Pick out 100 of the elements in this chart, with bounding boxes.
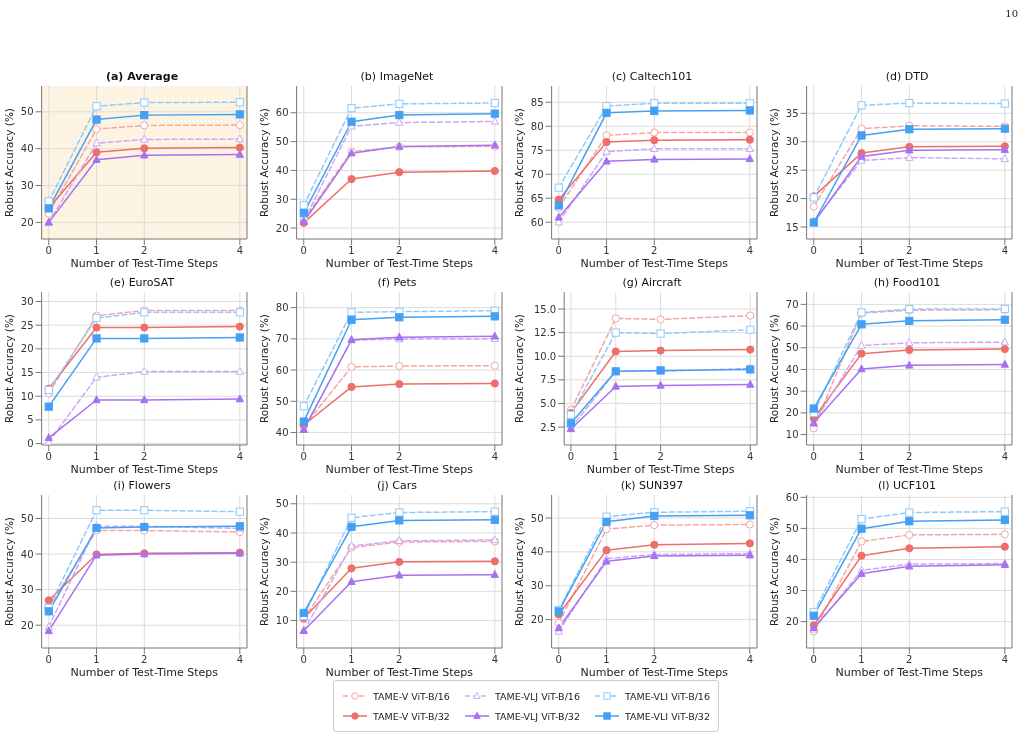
- y-axis-title: Robust Accuracy (%): [513, 314, 525, 423]
- x-tick-label: 1: [858, 654, 865, 666]
- x-tick-label: 4: [747, 451, 754, 463]
- x-tick-label: 1: [93, 245, 100, 257]
- x-tick-label: 0: [810, 654, 817, 666]
- x-tick-label: 1: [93, 654, 100, 666]
- x-tick-label: 1: [603, 245, 610, 257]
- x-axis-title: Number of Test-Time Steps: [70, 463, 219, 476]
- y-tick-label: 10.0: [533, 350, 557, 362]
- y-tick-label: 50: [530, 512, 544, 524]
- chart-title: (d) DTD: [884, 70, 930, 84]
- y-axis-title: Robust Accuracy (%): [3, 314, 15, 423]
- x-tick-label: 4: [746, 654, 754, 666]
- y-tick-label: 20: [275, 585, 289, 597]
- y-tick-label: 25: [785, 164, 799, 176]
- legend-label: TAME-VLI ViT-B/32: [624, 710, 710, 722]
- x-tick-label: 1: [858, 245, 865, 257]
- x-tick-label: 4: [746, 245, 754, 257]
- y-axis-title: Robust Accuracy (%): [513, 108, 525, 217]
- x-axis-title: Number of Test-Time Steps: [835, 666, 984, 679]
- y-tick-label: 30: [785, 385, 799, 397]
- x-tick-label: 4: [491, 451, 499, 463]
- x-axis-title: Number of Test-Time Steps: [580, 257, 729, 270]
- y-tick-label: 10: [785, 429, 799, 441]
- y-tick-label: 50: [275, 136, 289, 148]
- y-tick-label: 50: [785, 522, 799, 534]
- y-tick-label: 80: [275, 302, 289, 314]
- y-tick-label: 15: [785, 221, 799, 233]
- x-tick-label: 2: [141, 451, 148, 463]
- y-tick-label: 20: [785, 407, 799, 419]
- x-tick-label: 2: [657, 451, 664, 463]
- x-tick-label: 1: [612, 451, 619, 463]
- x-tick-label: 1: [348, 245, 355, 257]
- chart-title: (b) ImageNet: [359, 70, 435, 84]
- x-tick-label: 4: [1001, 654, 1009, 666]
- y-tick-label: 10: [20, 390, 34, 402]
- chart-title: (l) UCF101: [876, 479, 938, 493]
- y-tick-label: 20: [275, 222, 289, 234]
- y-tick-label: 20: [20, 619, 34, 631]
- y-tick-label: 30: [20, 584, 34, 596]
- x-tick-label: 0: [810, 451, 817, 463]
- y-tick-label: 20: [530, 614, 544, 626]
- x-axis-title: Number of Test-Time Steps: [586, 463, 735, 476]
- x-axis-title: Number of Test-Time Steps: [325, 666, 474, 679]
- x-tick-label: 0: [45, 654, 52, 666]
- y-tick-label: 40: [530, 546, 544, 558]
- chart-title: (f) Pets: [376, 276, 418, 290]
- y-tick-label: 40: [275, 427, 289, 439]
- y-tick-label: 40: [275, 164, 289, 176]
- x-tick-label: 2: [906, 654, 913, 666]
- x-tick-label: 4: [491, 245, 499, 257]
- y-tick-label: 0: [27, 438, 34, 450]
- legend-label: TAME-VLJ ViT-B/32: [494, 710, 580, 722]
- y-axis-title: Robust Accuracy (%): [513, 517, 525, 626]
- x-axis-title: Number of Test-Time Steps: [835, 463, 984, 476]
- x-tick-label: 0: [45, 451, 52, 463]
- x-tick-label: 0: [810, 245, 817, 257]
- y-tick-label: 85: [530, 96, 544, 108]
- y-tick-label: 70: [785, 298, 799, 310]
- y-axis-title: Robust Accuracy (%): [768, 108, 780, 217]
- y-axis-title: Robust Accuracy (%): [3, 108, 15, 217]
- x-tick-label: 2: [141, 245, 148, 257]
- x-tick-label: 4: [236, 451, 244, 463]
- y-tick-label: 15.0: [533, 303, 557, 315]
- y-axis-title: Robust Accuracy (%): [768, 517, 780, 626]
- y-axis-title: Robust Accuracy (%): [258, 314, 270, 423]
- legend-label: TAME-V ViT-B/16: [373, 690, 450, 702]
- chart-title: (h) Food101: [872, 276, 942, 290]
- chart-title: (j) Cars: [376, 479, 418, 493]
- y-tick-label: 2.5: [540, 421, 557, 433]
- chart-title: (g) Aircraft: [621, 276, 683, 290]
- y-axis-title: Robust Accuracy (%): [3, 517, 15, 626]
- y-tick-label: 25: [20, 319, 34, 331]
- x-tick-label: 0: [567, 451, 575, 463]
- y-tick-label: 30: [785, 585, 799, 597]
- y-tick-label: 40: [20, 143, 34, 155]
- y-tick-label: 20: [785, 616, 799, 628]
- y-tick-label: 75: [530, 144, 544, 156]
- y-tick-label: 60: [785, 491, 799, 503]
- y-tick-label: 60: [785, 320, 799, 332]
- y-tick-label: 20: [20, 216, 34, 228]
- y-tick-label: 30: [20, 296, 34, 308]
- x-tick-label: 0: [300, 451, 307, 463]
- x-tick-label: 4: [236, 654, 244, 666]
- y-tick-label: 60: [275, 364, 289, 376]
- y-tick-label: 15: [20, 367, 34, 379]
- x-tick-label: 2: [396, 451, 403, 463]
- y-axis-title: Robust Accuracy (%): [258, 517, 270, 626]
- x-tick-label: 2: [141, 654, 148, 666]
- x-tick-label: 0: [300, 654, 307, 666]
- x-tick-label: 2: [396, 654, 403, 666]
- y-tick-label: 80: [530, 120, 544, 132]
- y-tick-label: 7.5: [540, 374, 557, 386]
- y-tick-label: 20: [785, 193, 799, 205]
- y-tick-label: 30: [275, 556, 289, 568]
- x-tick-label: 4: [1001, 245, 1009, 257]
- x-axis-title: Number of Test-Time Steps: [325, 257, 474, 270]
- x-tick-label: 4: [1001, 451, 1009, 463]
- x-tick-label: 2: [651, 654, 658, 666]
- x-tick-label: 1: [348, 451, 355, 463]
